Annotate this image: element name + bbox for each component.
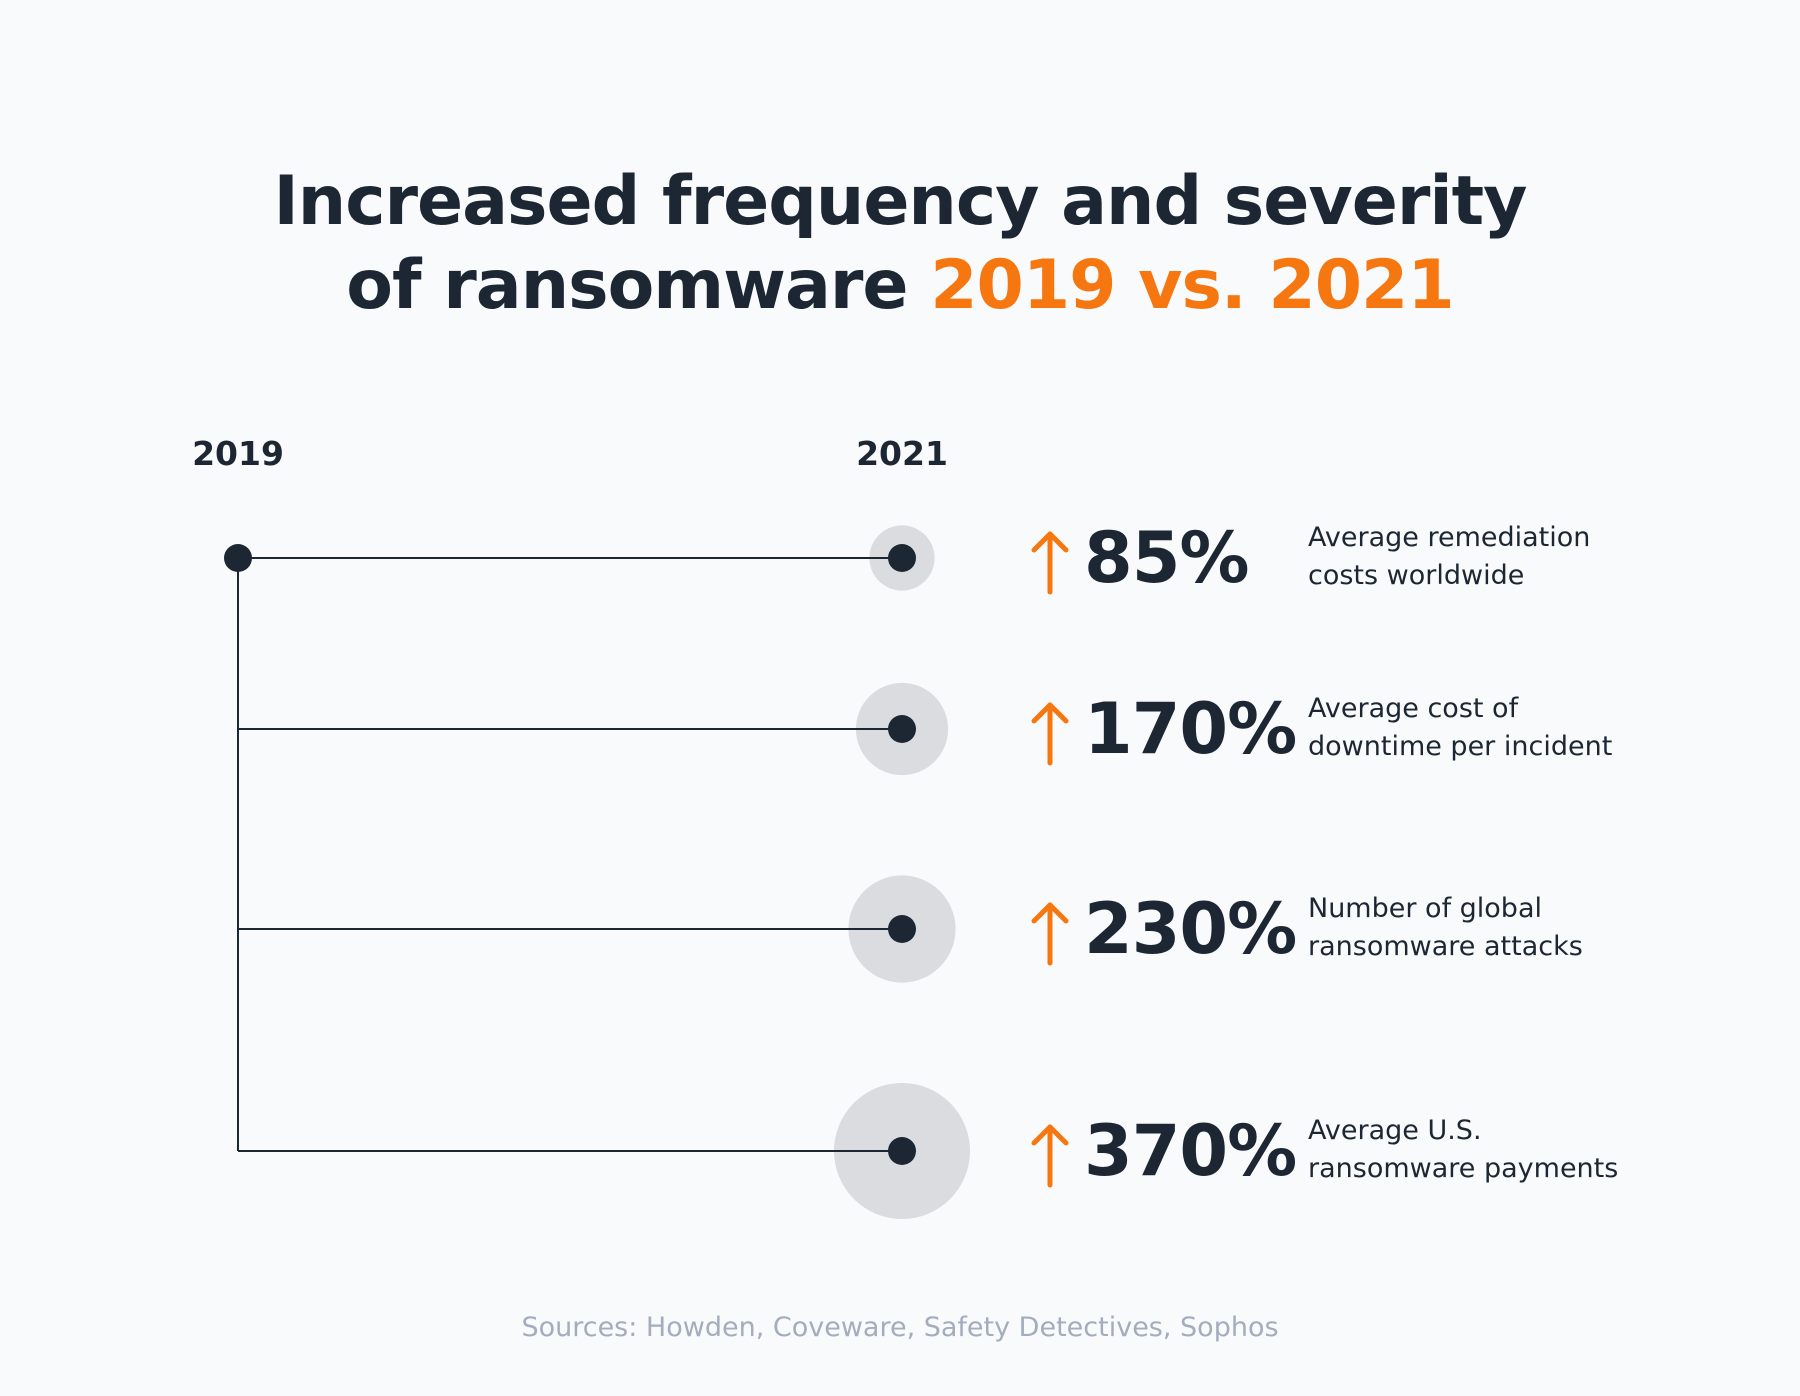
start-dot: [224, 544, 252, 572]
stat-description-line-1: Average remediation: [1308, 522, 1591, 553]
start-year-label: 2019: [192, 434, 284, 473]
stat-row: 370% Average U.S. ransomware payments: [1028, 1091, 1768, 1211]
stat-description-line-1: Average cost of: [1308, 693, 1519, 724]
arrow-up-icon: [1031, 1124, 1069, 1188]
stat-value: 230%: [1084, 888, 1297, 970]
end-year-label: 2021: [856, 434, 948, 473]
stat-description-line-1: Average U.S.: [1308, 1115, 1482, 1146]
sources-note: Sources: Howden, Coveware, Safety Detect…: [521, 1312, 1279, 1343]
stat-row: 85% Average remediation costs worldwide: [1028, 498, 1768, 618]
arrow-up-icon: [1031, 702, 1069, 766]
title-accent: 2019 vs. 2021: [930, 246, 1454, 325]
stat-value: 85%: [1084, 517, 1250, 599]
stat-description-line-2: downtime per incident: [1308, 731, 1613, 762]
stat-value: 170%: [1084, 688, 1297, 770]
title-line-1: Increased frequency and severity: [273, 162, 1527, 241]
stat-value: 370%: [1084, 1110, 1297, 1192]
page-title: Increased frequency and severity of rans…: [0, 160, 1800, 328]
stat-description-line-1: Number of global: [1308, 893, 1542, 924]
arrow-up-icon: [1031, 902, 1069, 966]
end-dot: [888, 715, 916, 743]
stat-description-line-2: costs worldwide: [1308, 560, 1525, 591]
stat-description: Number of global ransomware attacks: [1308, 890, 1768, 966]
stat-description: Average cost of downtime per incident: [1308, 690, 1768, 766]
stat-description-line-2: ransomware payments: [1308, 1153, 1619, 1184]
stat-row: 170% Average cost of downtime per incident: [1028, 669, 1768, 789]
arrow-up-icon: [1031, 531, 1069, 595]
stat-description-line-2: ransomware attacks: [1308, 931, 1583, 962]
stat-description: Average remediation costs worldwide: [1308, 519, 1768, 595]
end-dot: [888, 1137, 916, 1165]
stat-row: 230% Number of global ransomware attacks: [1028, 869, 1768, 989]
end-dot: [888, 544, 916, 572]
stat-description: Average U.S. ransomware payments: [1308, 1112, 1768, 1188]
end-dot: [888, 915, 916, 943]
title-line-2: of ransomware: [346, 246, 931, 325]
